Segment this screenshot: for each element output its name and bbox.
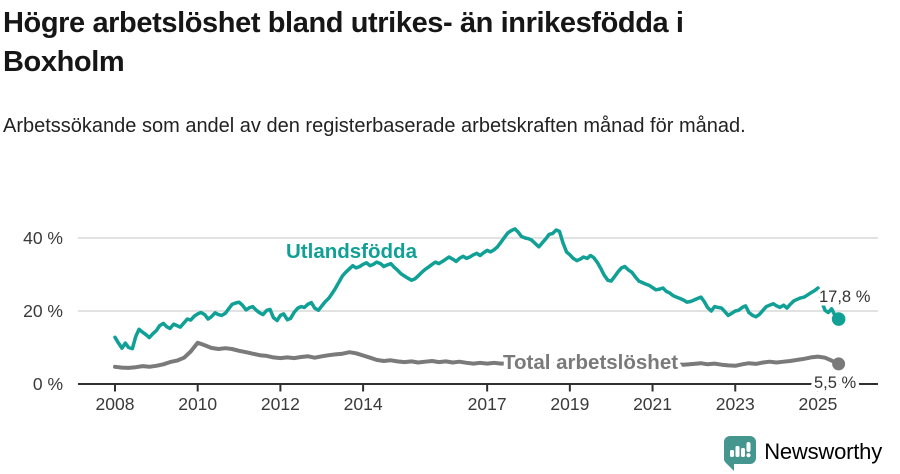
series-line-teal [113, 227, 841, 351]
y-tick-label-20: 20 % [23, 301, 63, 321]
end-value-label-teal: 17,8 % [819, 288, 871, 306]
end-dot-gray [832, 357, 846, 371]
chart-title-line2: Boxholm [3, 46, 125, 78]
newsworthy-logo-icon [724, 435, 757, 471]
series-label-teal: Utlandsfödda [286, 240, 418, 263]
end-value-label-gray: 5,5 % [814, 374, 857, 392]
series-label-gray: Total arbetslöshet [503, 351, 678, 374]
x-tick-label-2023: 2023 [716, 394, 755, 414]
x-tick-label-2025: 2025 [798, 394, 837, 414]
x-tick-label-2014: 2014 [344, 394, 383, 414]
chart-subtitle: Arbetssökande som andel av den registerb… [3, 115, 746, 137]
y-tick-label-40: 40 % [23, 228, 63, 248]
end-dot-teal [831, 312, 846, 326]
series-line-gray [113, 340, 841, 370]
x-tick-label-2010: 2010 [178, 394, 217, 414]
chart-title: Högre arbetslöshet bland utrikes- än inr… [3, 4, 883, 82]
brand-name: Newsworthy [764, 439, 882, 464]
x-tick-label-2008: 2008 [96, 394, 135, 414]
y-tick-label-0: 0 % [33, 374, 63, 394]
x-tick-label-2021: 2021 [633, 394, 672, 414]
brand-footer: Newsworthy [722, 434, 882, 471]
mini-bar-chart-glyph [730, 441, 751, 457]
x-tick-label-2019: 2019 [550, 394, 589, 414]
chart-title-line1: Högre arbetslöshet bland utrikes- än inr… [3, 7, 684, 39]
x-tick-label-2012: 2012 [261, 394, 300, 414]
speech-bubble-shape [724, 435, 757, 471]
x-tick-label-2017: 2017 [468, 394, 507, 414]
